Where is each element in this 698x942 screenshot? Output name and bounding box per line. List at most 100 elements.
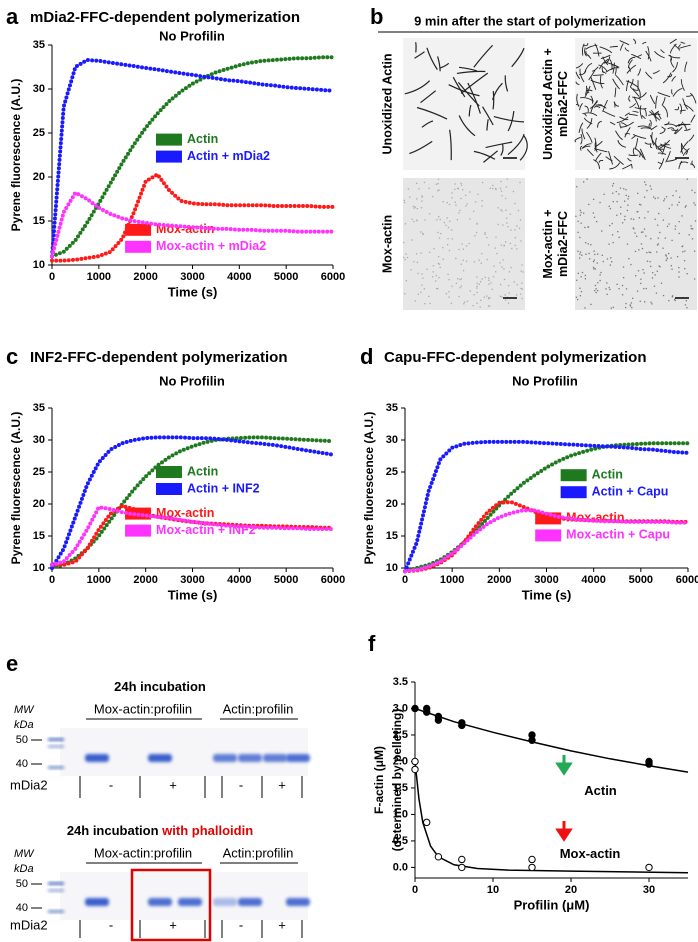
speck (629, 304, 631, 306)
speck (594, 284, 597, 287)
filament (628, 154, 639, 156)
speck (693, 250, 696, 252)
filament (603, 56, 611, 64)
speck (497, 207, 499, 209)
speck (579, 287, 581, 289)
point (645, 760, 653, 768)
speck (496, 252, 498, 255)
speck (465, 245, 468, 247)
filament (632, 88, 639, 91)
filament (679, 109, 686, 112)
speck (678, 220, 680, 223)
filament (605, 67, 618, 73)
series-label: Mox-actin (560, 846, 621, 861)
speck (645, 184, 647, 186)
speck (403, 199, 406, 202)
filament (586, 131, 593, 143)
condition: - (109, 917, 113, 932)
filament (648, 123, 651, 128)
speck (637, 192, 639, 195)
filament (632, 147, 635, 156)
speck (643, 196, 646, 198)
speck (502, 259, 504, 261)
speck (662, 247, 664, 249)
speck (416, 207, 419, 210)
speck (638, 203, 641, 206)
speck (420, 231, 422, 233)
speck (486, 258, 488, 261)
speck (676, 204, 679, 206)
filament (507, 111, 515, 132)
speck (627, 195, 630, 198)
band (286, 754, 310, 762)
speck (671, 296, 674, 298)
speck (411, 239, 413, 241)
speck (503, 278, 506, 281)
speck (476, 222, 478, 225)
speck (616, 214, 618, 216)
speck (586, 178, 588, 180)
speck (599, 201, 601, 204)
filament (674, 106, 680, 111)
filament (581, 143, 592, 149)
series-line (50, 55, 335, 259)
speck (655, 292, 658, 294)
speck (634, 250, 637, 253)
filament (460, 72, 489, 94)
speck (469, 218, 471, 220)
speck (519, 293, 522, 295)
speck (438, 263, 441, 265)
speck (423, 288, 426, 290)
x-tick-label: 6000 (321, 574, 345, 586)
filament (414, 51, 425, 59)
filament (627, 157, 632, 162)
speck (577, 250, 579, 252)
filament (437, 56, 441, 72)
speck (519, 219, 522, 221)
speck (478, 283, 480, 285)
series-line (50, 171, 335, 263)
legend-swatch (535, 529, 562, 542)
speck (500, 190, 503, 192)
speck (500, 244, 503, 246)
speck (595, 291, 597, 294)
filament (473, 150, 496, 160)
series-line (50, 190, 335, 259)
panel-label: a (6, 4, 19, 29)
filament (616, 116, 629, 124)
highlight-box (130, 868, 212, 942)
filament (621, 122, 628, 127)
point (423, 818, 431, 827)
filament (630, 164, 633, 169)
speck (420, 291, 422, 293)
x-tick-label: 1000 (87, 271, 111, 283)
filament (594, 137, 597, 152)
y-tick-label: 2.0 (393, 755, 408, 767)
y-axis-label: (determined by pelleting) (390, 709, 404, 852)
filament (493, 115, 525, 123)
filament (680, 143, 684, 154)
speck (641, 247, 644, 250)
speck (503, 245, 505, 247)
legend-swatch (125, 223, 152, 236)
filament (500, 143, 504, 156)
filament (644, 142, 652, 145)
filament (448, 84, 480, 97)
y-axis-label: Pyrene fluorescence (A.U.) (362, 412, 376, 565)
speck (585, 242, 587, 244)
y-tick-label: 20 (386, 498, 398, 510)
filament (580, 133, 583, 145)
speck (435, 183, 438, 185)
speck (488, 279, 490, 281)
filament (420, 90, 437, 104)
speck (640, 278, 642, 280)
filament (580, 145, 583, 151)
speck (642, 269, 644, 271)
speck (640, 243, 643, 245)
speck (460, 263, 462, 265)
speck (587, 226, 590, 228)
speck (639, 300, 641, 302)
x-tick-label: 2000 (133, 574, 157, 586)
speck (465, 194, 467, 196)
